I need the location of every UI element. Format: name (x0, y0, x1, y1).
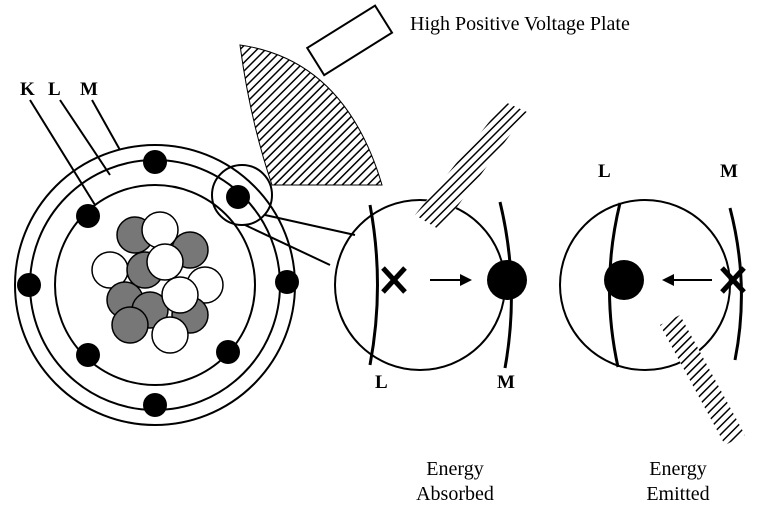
caption: Absorbed (416, 483, 494, 505)
diagram: High Positive Voltage Plate (0, 0, 771, 510)
shell-label: M (497, 372, 515, 393)
caption: Energy (426, 458, 483, 480)
shell-label: K (20, 79, 35, 100)
shell-label: L (48, 79, 61, 100)
voltage-plate (240, 6, 392, 185)
shell-label: M (80, 79, 98, 100)
plate-label: High Positive Voltage Plate (410, 13, 630, 35)
caption: Emitted (646, 483, 709, 505)
atom (15, 100, 299, 425)
shell-label: M (720, 161, 738, 182)
caption: Energy (649, 458, 706, 480)
shell-label: L (598, 161, 611, 182)
shell-label: L (375, 372, 388, 393)
emitted-panel (560, 200, 745, 445)
